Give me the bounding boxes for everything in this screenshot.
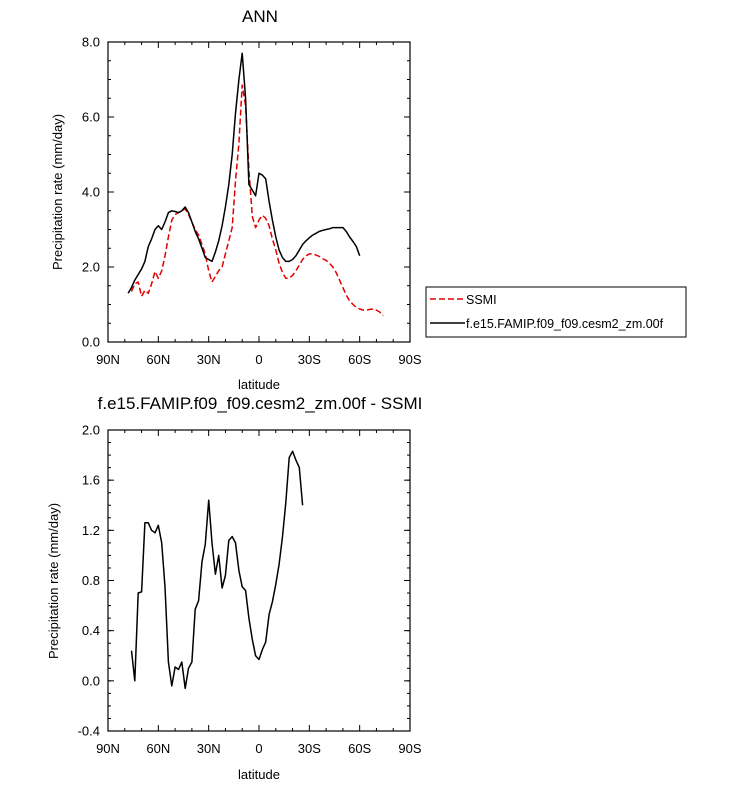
bottom-x-tick-label: 90S	[398, 741, 421, 756]
top-axis-ticks: 90N 60N 30N 0 30S 60S 90S 0.0 2.0 4.0 6.0 8.0	[82, 35, 422, 368]
bottom-x-tick-label: 60N	[146, 741, 170, 756]
bottom-y-tick-label: 0.4	[82, 623, 100, 638]
bottom-series-lines	[130, 450, 304, 690]
top-x-tick-label: 90S	[398, 352, 421, 367]
top-y-axis-label: Precipitation rate (mm/day)	[50, 114, 65, 270]
bottom-x-axis-label: latitude	[238, 767, 280, 782]
bottom-panel: f.e15.FAMIP.f09_f09.cesm2_zm.00f - SSMI …	[46, 394, 422, 782]
top-x-axis-label: latitude	[238, 377, 280, 392]
bottom-y-tick-label: 1.2	[82, 523, 100, 538]
bottom-plot-frame	[107, 429, 411, 732]
bottom-y-axis-label: Precipitation rate (mm/day)	[46, 503, 61, 659]
top-y-tick-label: 8.0	[82, 35, 100, 50]
bottom-axis-ticks: 90N 60N 30N 0 30S 60S 90S -0.4 0.0 0.4 0.8 1.2 1.6 2.…	[78, 423, 422, 757]
bottom-x-tick-label: 90N	[96, 741, 120, 756]
top-y-tick-label: 2.0	[82, 260, 100, 275]
top-x-tick-label: 90N	[96, 352, 120, 367]
top-x-tick-label: 60S	[348, 352, 371, 367]
top-series-line-f-e15-famip-f09-f09-cesm2-zm-00f	[127, 52, 361, 294]
top-x-tick-label: 30S	[298, 352, 321, 367]
legend: SSMI f.e15.FAMIP.f09_f09.cesm2_zm.00f	[425, 286, 687, 338]
top-y-tick-label: 4.0	[82, 185, 100, 200]
top-x-tick-label: 0	[255, 352, 262, 367]
top-series-lines	[127, 52, 384, 317]
bottom-x-tick-label: 60S	[348, 741, 371, 756]
top-chart-title: ANN	[242, 7, 278, 26]
bottom-x-tick-label: 30S	[298, 741, 321, 756]
legend-entry-model: f.e15.FAMIP.f09_f09.cesm2_zm.00f	[466, 317, 664, 331]
top-plot-frame	[107, 41, 411, 343]
legend-entry-ssmi: SSMI	[466, 293, 497, 307]
bottom-x-tick-label: 0	[255, 741, 262, 756]
top-panel: ANN Precipitation rate (mm/day) latitude…	[50, 7, 422, 392]
legend-box	[425, 286, 687, 338]
top-x-tick-label: 30N	[197, 352, 221, 367]
bottom-chart-title: f.e15.FAMIP.f09_f09.cesm2_zm.00f - SSMI	[98, 394, 423, 413]
bottom-y-tick-label: 2.0	[82, 423, 100, 438]
top-y-tick-label: 0.0	[82, 335, 100, 350]
bottom-x-tick-label: 30N	[197, 741, 221, 756]
bottom-y-tick-label: 0.0	[82, 673, 100, 688]
bottom-y-tick-label: -0.4	[78, 724, 100, 739]
top-x-tick-label: 60N	[146, 352, 170, 367]
bottom-y-tick-label: 1.6	[82, 473, 100, 488]
top-series-line-ssmi	[130, 84, 384, 317]
bottom-y-tick-label: 0.8	[82, 573, 100, 588]
top-y-tick-label: 6.0	[82, 110, 100, 125]
bottom-series-line-difference	[130, 450, 304, 690]
